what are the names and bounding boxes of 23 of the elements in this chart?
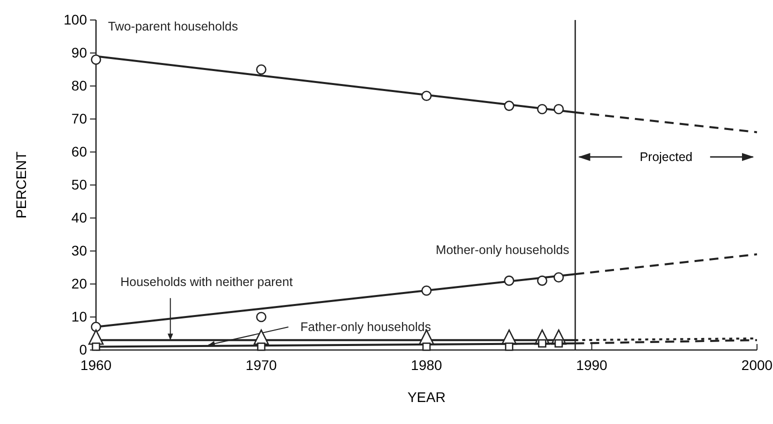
annotation: Projected — [640, 150, 693, 164]
y-tick-label: 0 — [79, 342, 88, 358]
x-tick-label: 1970 — [246, 357, 278, 373]
x-tick-label: 1990 — [576, 357, 608, 373]
x-tick-label: 2000 — [741, 357, 773, 373]
y-tick-label: 70 — [71, 110, 88, 126]
y-tick-label: 40 — [71, 210, 88, 226]
series-label: Mother-only households — [436, 243, 570, 258]
x-axis-title: YEAR — [407, 389, 446, 405]
y-tick-label: 100 — [64, 12, 88, 28]
y-tick-label: 90 — [71, 44, 88, 60]
y-tick-label: 30 — [71, 242, 88, 258]
y-tick-label: 80 — [71, 78, 88, 94]
x-tick-label: 1980 — [410, 357, 442, 373]
y-axis-title: PERCENT — [13, 151, 29, 218]
x-tick-label: 1960 — [80, 357, 112, 373]
legend-label: Two-parent households — [108, 19, 238, 34]
annotation: Households with neither parent — [120, 275, 294, 290]
y-tick-label: 60 — [71, 144, 88, 160]
y-tick-label: 20 — [71, 276, 88, 292]
annotation: Father-only households — [300, 320, 432, 334]
y-tick-label: 50 — [71, 176, 88, 192]
y-tick-label: 10 — [71, 308, 88, 324]
